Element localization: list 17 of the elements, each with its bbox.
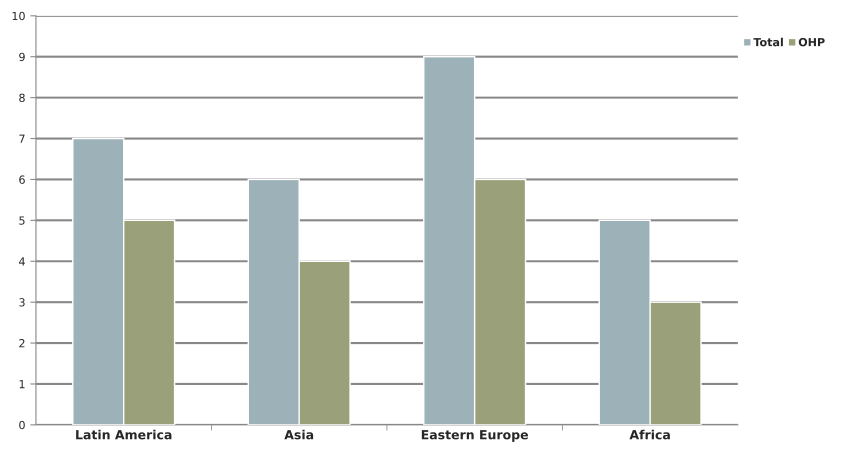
x-tick-label: Asia: [284, 430, 314, 440]
y-tick-label: 1: [20, 380, 25, 388]
x-tick-label: Eastern Europe: [422, 430, 528, 442]
y-tick-label: 9: [19, 52, 25, 62]
y-tick-label: 6: [19, 175, 25, 184]
y-tick-label: 10: [12, 12, 25, 20]
y-tick-label: 5: [19, 216, 25, 225]
legend-label: OHP: [798, 38, 825, 46]
x-tick-label: Africa: [629, 430, 670, 440]
y-tick-label: 7: [19, 134, 25, 143]
y-tick-label: 3: [19, 298, 25, 307]
y-tick-label: 2: [19, 339, 24, 348]
x-tick-label: Latin America: [76, 430, 172, 440]
y-tick-label: 0: [19, 420, 25, 430]
y-tick-label: 8: [19, 94, 25, 102]
y-tick-label: 4: [19, 257, 25, 266]
legend-label: Total: [753, 38, 783, 46]
